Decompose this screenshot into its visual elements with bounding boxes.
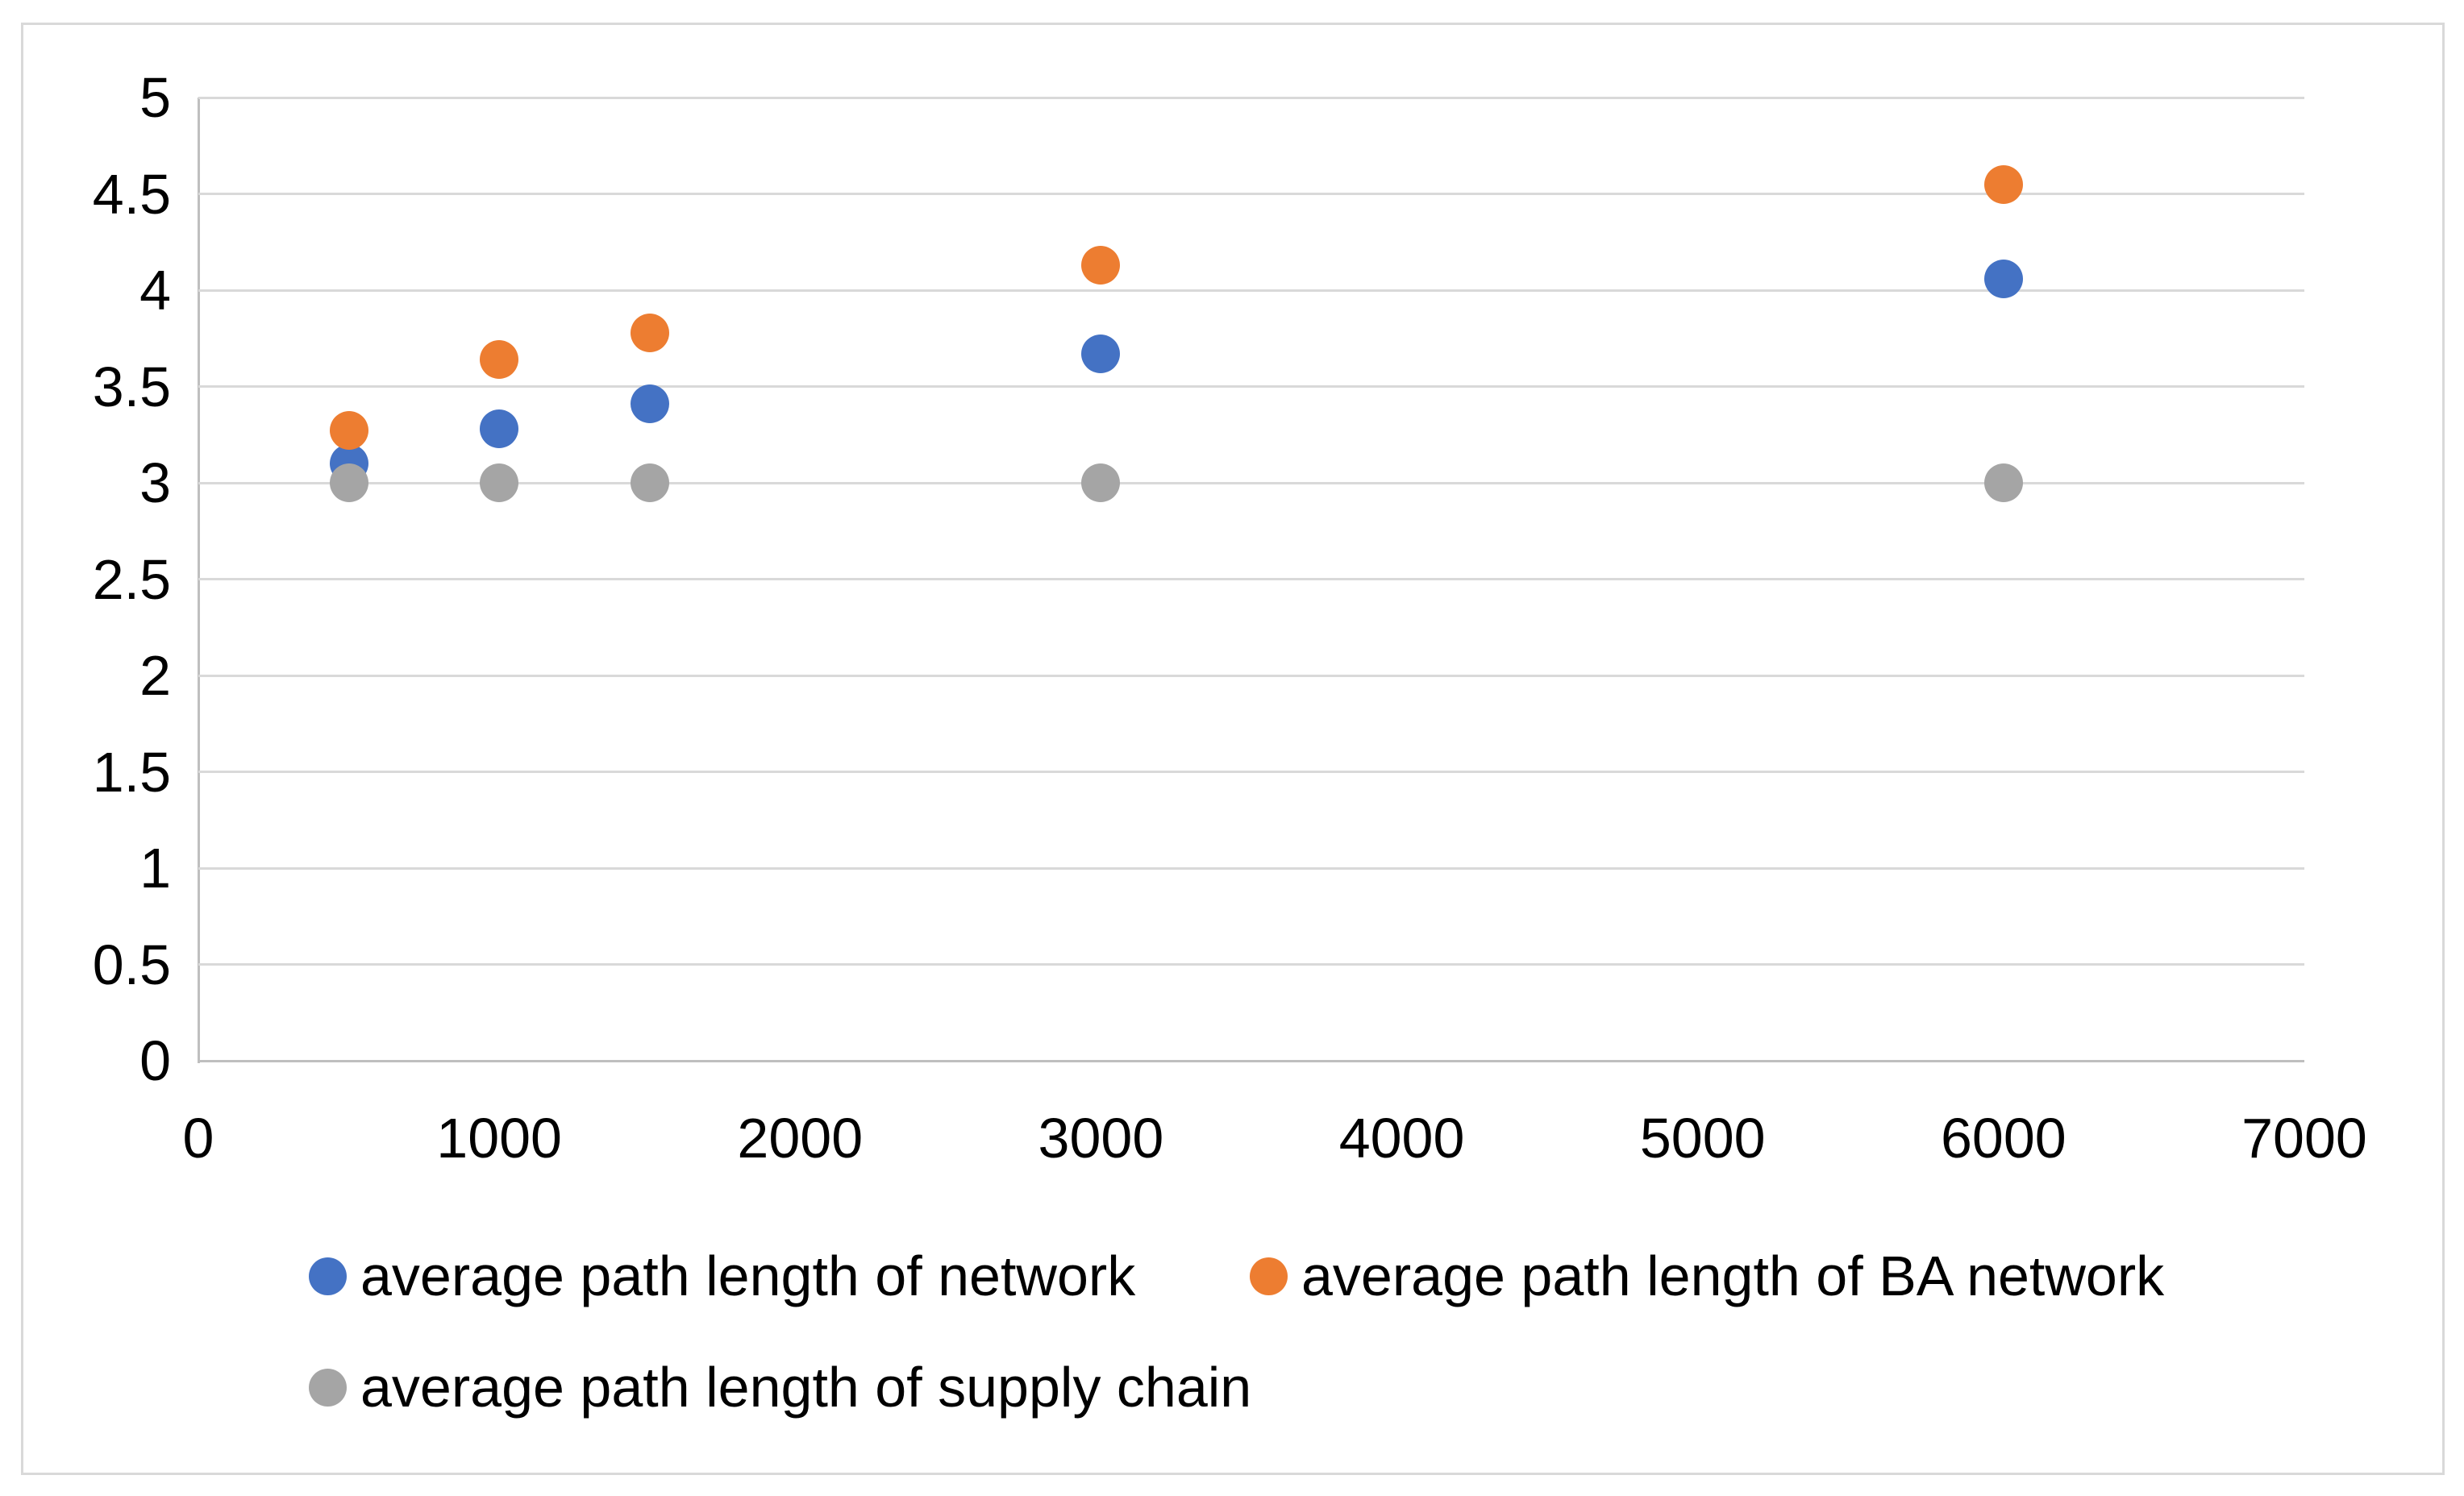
gridline	[198, 96, 2304, 99]
legend-item: average path length of supply chain	[309, 1349, 1251, 1425]
x-tick-label: 1000	[436, 1107, 562, 1170]
data-point-series-1	[480, 340, 519, 380]
legend-marker-icon	[309, 1257, 347, 1295]
legend-label: average path length of network	[360, 1245, 1136, 1307]
y-tick-label: 0	[139, 1029, 171, 1092]
y-tick-label: 3.5	[92, 355, 171, 418]
legend-item: average path length of BA network	[1250, 1238, 2164, 1314]
gridline	[198, 193, 2304, 195]
x-tick-label: 2000	[737, 1107, 864, 1170]
x-tick-label: 3000	[1038, 1107, 1164, 1170]
x-tick-label: 5000	[1639, 1107, 1766, 1170]
gridline	[198, 578, 2304, 580]
gridline	[198, 771, 2304, 773]
data-point-series-2	[1983, 463, 2023, 502]
data-point-series-1	[1081, 245, 1121, 285]
x-tick-label: 6000	[1940, 1107, 2067, 1170]
y-tick-label: 1	[139, 837, 171, 900]
data-point-series-1	[329, 411, 368, 451]
y-tick-label: 2.5	[92, 547, 171, 611]
chart-border	[21, 23, 2445, 1475]
x-axis-line	[198, 1059, 2304, 1062]
gridline	[198, 481, 2304, 484]
y-tick-label: 5	[139, 66, 171, 129]
data-point-series-2	[630, 463, 669, 502]
y-tick-label: 3	[139, 451, 171, 514]
y-axis-line	[198, 98, 200, 1063]
data-point-series-1	[630, 313, 669, 352]
y-tick-label: 0.5	[92, 933, 171, 996]
data-point-series-2	[1081, 463, 1121, 502]
x-tick-label: 4000	[1338, 1107, 1465, 1170]
y-tick-label: 4	[139, 259, 171, 322]
data-point-series-1	[1983, 164, 2023, 204]
data-point-series-0	[480, 409, 519, 449]
legend-marker-icon	[309, 1368, 347, 1407]
data-point-series-2	[480, 463, 519, 502]
x-tick-label: 7000	[2241, 1107, 2367, 1170]
y-tick-label: 2	[139, 644, 171, 707]
y-tick-label: 4.5	[92, 162, 171, 226]
data-point-series-0	[1081, 334, 1121, 373]
gridline	[198, 674, 2304, 677]
legend-marker-icon	[1250, 1257, 1288, 1295]
legend-item: average path length of network	[309, 1238, 1135, 1314]
data-point-series-2	[329, 463, 368, 502]
data-point-series-0	[1983, 259, 2023, 298]
data-point-series-0	[630, 384, 669, 423]
x-tick-label: 0	[182, 1107, 214, 1170]
gridline	[198, 963, 2304, 966]
legend-label: average path length of BA network	[1301, 1245, 2165, 1307]
gridline	[198, 289, 2304, 292]
y-tick-label: 1.5	[92, 740, 171, 804]
gridline	[198, 866, 2304, 870]
legend-label: average path length of supply chain	[360, 1356, 1252, 1419]
gridline	[198, 385, 2304, 388]
